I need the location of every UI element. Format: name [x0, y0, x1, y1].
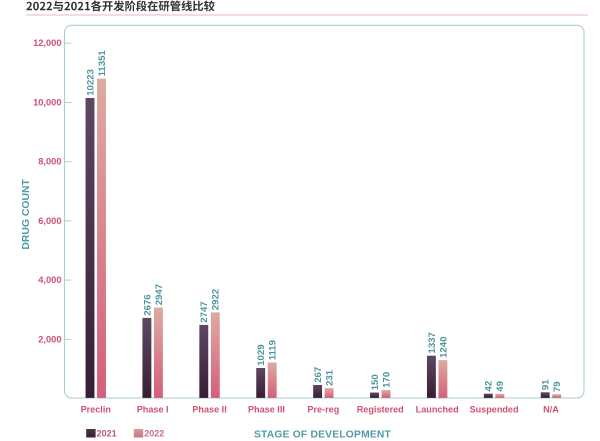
svg-text:N/A: N/A: [543, 405, 559, 415]
svg-text:231: 231: [325, 369, 336, 386]
svg-text:1119: 1119: [268, 340, 279, 360]
svg-text:8,000: 8,000: [38, 157, 61, 167]
svg-text:150: 150: [370, 374, 381, 390]
svg-text:42: 42: [484, 381, 495, 392]
svg-text:2922: 2922: [211, 289, 222, 310]
svg-text:12,000: 12,000: [33, 38, 61, 48]
svg-text:STAGE OF DEVELOPMENT: STAGE OF DEVELOPMENT: [254, 429, 392, 440]
svg-text:2022: 2022: [144, 429, 164, 439]
svg-text:Phase III: Phase III: [248, 405, 285, 415]
svg-text:267: 267: [313, 367, 324, 383]
svg-text:2,000: 2,000: [38, 334, 61, 344]
svg-text:Phase II: Phase II: [192, 405, 226, 415]
svg-text:Launched: Launched: [416, 405, 459, 415]
svg-text:2947: 2947: [154, 284, 165, 305]
svg-text:10223: 10223: [85, 69, 96, 96]
svg-text:1029: 1029: [256, 344, 267, 365]
svg-text:Pre-reg: Pre-reg: [307, 405, 339, 415]
svg-text:79: 79: [552, 381, 563, 392]
svg-text:Registered: Registered: [357, 405, 404, 415]
svg-text:1337: 1337: [427, 332, 438, 353]
svg-text:Preclin: Preclin: [81, 405, 111, 415]
svg-text:Suspended: Suspended: [470, 405, 519, 415]
svg-text:2676: 2676: [142, 294, 153, 315]
svg-text:6,000: 6,000: [38, 216, 61, 226]
svg-text:91: 91: [541, 379, 552, 390]
svg-text:1240: 1240: [438, 337, 449, 358]
svg-text:2747: 2747: [199, 301, 210, 322]
svg-text:10,000: 10,000: [33, 98, 61, 108]
svg-text:DRUG COUNT: DRUG COUNT: [21, 179, 32, 250]
svg-text:49: 49: [495, 381, 506, 392]
svg-text:4,000: 4,000: [38, 275, 61, 285]
svg-text:2021: 2021: [97, 429, 117, 439]
svg-text:170: 170: [381, 372, 392, 388]
svg-text:Phase I: Phase I: [137, 405, 169, 415]
svg-text:11351: 11351: [97, 50, 108, 77]
